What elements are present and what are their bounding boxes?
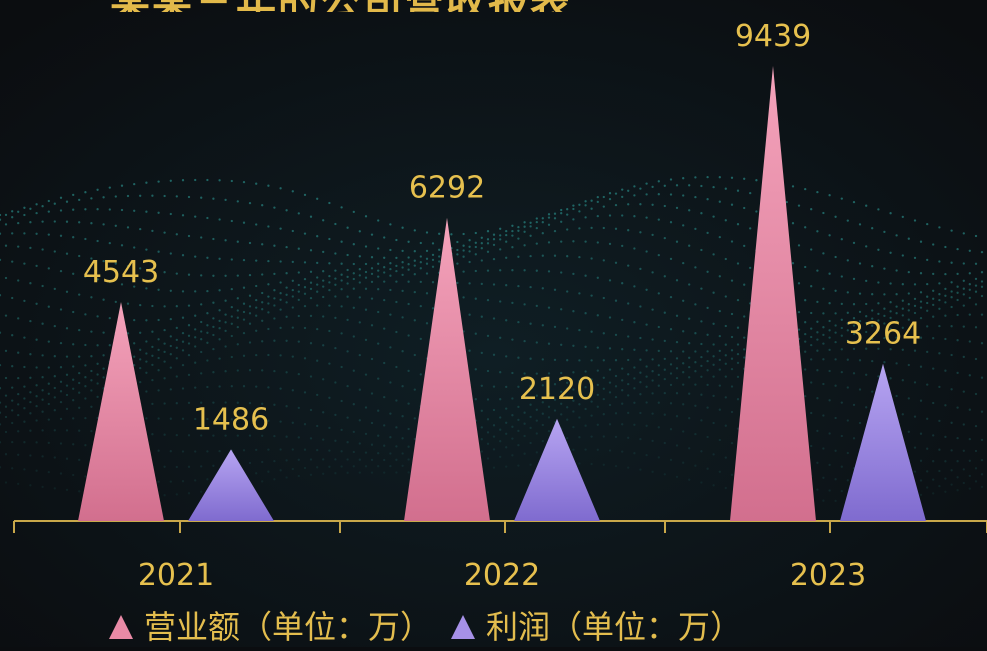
- data-label: 9439: [735, 19, 811, 54]
- bar-profit-2021: [188, 449, 274, 521]
- x-tick-label: 2022: [464, 558, 540, 593]
- legend-item-profit: 利润（单位：万）: [450, 611, 742, 643]
- legend-item-revenue: 营业额（单位：万）: [108, 611, 432, 643]
- bar-revenue-2023: [730, 66, 816, 521]
- legend: 营业额（单位：万） 利润（单位：万）: [108, 608, 888, 646]
- data-label: 4543: [83, 255, 159, 290]
- chart-title: 某某三年的公司营收报表: [110, 0, 572, 12]
- legend-label-revenue: 营业额（单位：万）: [144, 608, 433, 646]
- bar-revenue-2021: [78, 302, 164, 521]
- legend-label-profit: 利润（单位：万）: [486, 608, 743, 646]
- chart-title-container: 某某三年的公司营收报表: [110, 0, 670, 12]
- data-label: 2120: [519, 372, 595, 407]
- bar-revenue-2022: [404, 217, 490, 521]
- data-label: 1486: [193, 402, 269, 437]
- triangle-purple-icon: [451, 615, 476, 639]
- triangle-pink-icon: [109, 615, 133, 639]
- bar-profit-2023: [840, 363, 926, 521]
- bar-profit-2022: [514, 418, 600, 521]
- data-label: 3264: [845, 317, 921, 352]
- x-tick-label: 2023: [790, 558, 866, 593]
- data-label: 6292: [409, 171, 485, 206]
- x-tick-label: 2021: [138, 558, 214, 593]
- wave-background: [0, 175, 984, 503]
